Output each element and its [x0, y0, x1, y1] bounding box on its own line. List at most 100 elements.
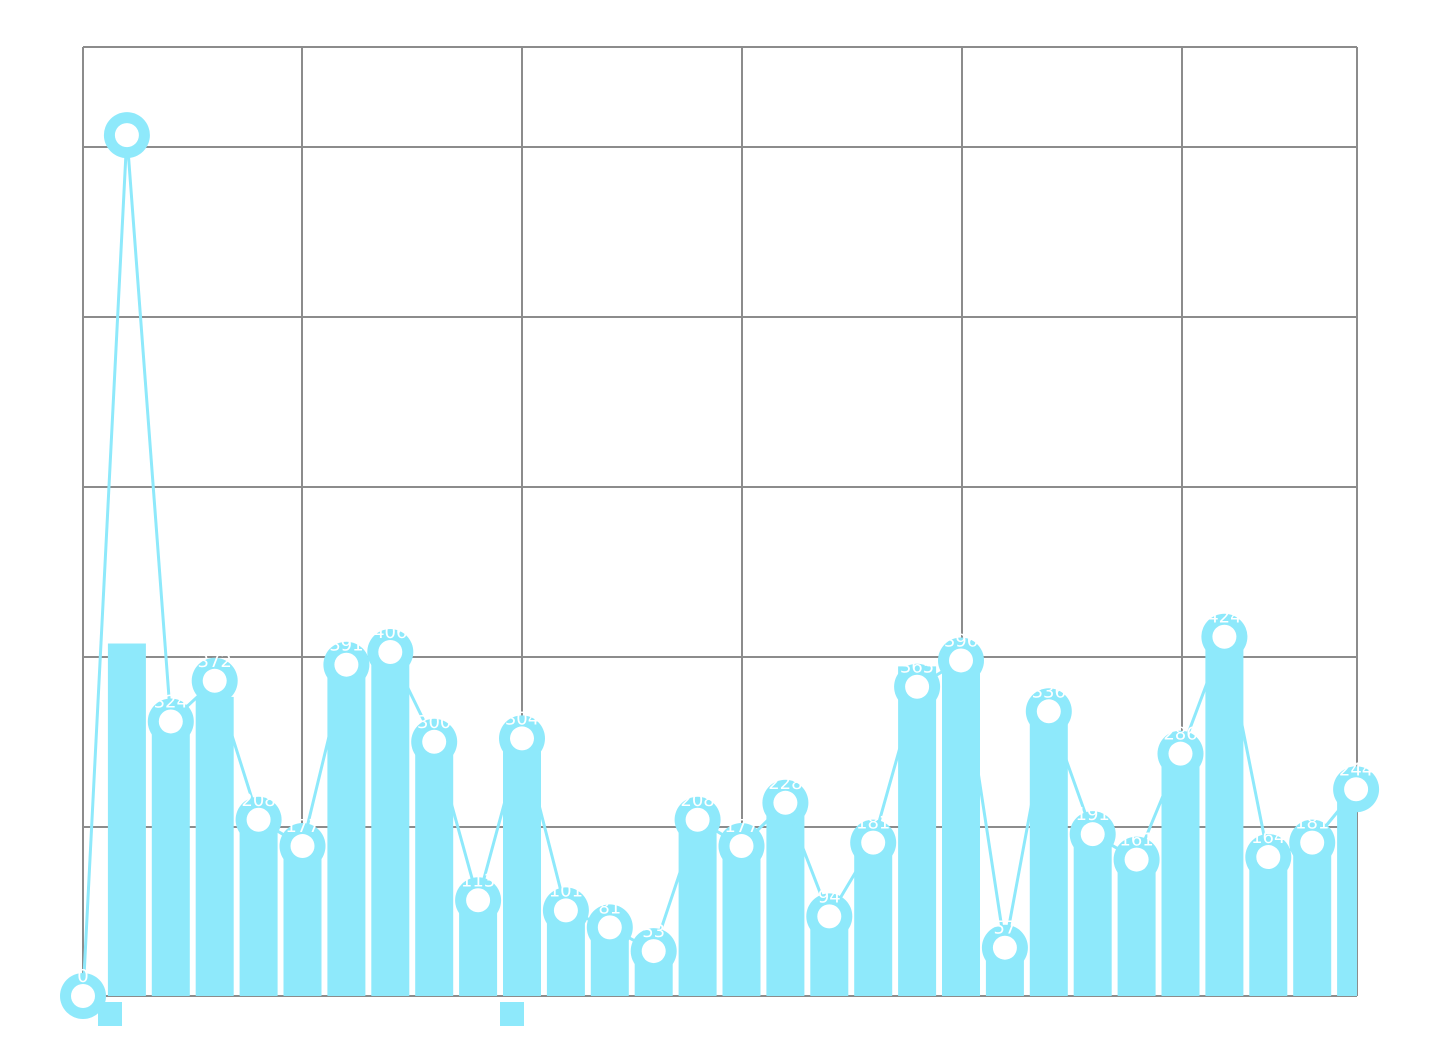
data-point [850, 819, 897, 866]
data-label: 391 [329, 635, 363, 656]
bar [1205, 637, 1244, 996]
data-label: 396 [944, 630, 978, 651]
data-point-center [246, 807, 271, 832]
legend [98, 1002, 524, 1026]
data-point [1245, 834, 1292, 881]
data-label: 113 [461, 870, 495, 891]
data-label: 81 [598, 897, 621, 918]
bar [151, 719, 190, 996]
bar [107, 643, 146, 996]
data-point-center [71, 984, 95, 1008]
data-label: 304 [505, 708, 539, 729]
data-point-center [641, 939, 666, 964]
data-point [279, 823, 326, 870]
data-point-center [1212, 624, 1237, 649]
data-point [674, 796, 721, 843]
data-point [147, 698, 194, 745]
data-label: 208 [680, 790, 714, 811]
data-label: 244 [1339, 759, 1373, 780]
data-label: 57 [993, 918, 1016, 939]
bar [1029, 712, 1068, 996]
data-point-center [817, 904, 842, 929]
data-point-center [597, 915, 622, 940]
bar [195, 696, 234, 996]
bar [898, 666, 937, 996]
data-point-center [1036, 699, 1061, 724]
data-point [235, 796, 282, 843]
bar [239, 815, 278, 996]
data-label: 53 [642, 921, 665, 942]
bar [1293, 843, 1332, 996]
data-point [323, 641, 370, 688]
data-labels: 0 324 372 208 177 391 406 300 113 304 101 81 53 208 17… [77, 607, 1373, 987]
data-label: 94 [818, 886, 841, 907]
data-point [455, 877, 502, 924]
data-point-center [510, 726, 534, 751]
data-point [1289, 819, 1336, 866]
data-point [894, 663, 941, 710]
data-point [718, 823, 765, 870]
bar [503, 738, 541, 996]
data-point-center [729, 834, 754, 859]
data-point [1157, 730, 1204, 777]
data-point [630, 928, 677, 975]
data-point [938, 637, 984, 684]
data-label: 228 [768, 773, 802, 794]
bar [678, 816, 717, 996]
data-label: 191 [1076, 804, 1110, 825]
data-label: 164 [1251, 827, 1285, 848]
data-point-center [466, 888, 491, 913]
data-point [1333, 766, 1380, 813]
data-point [542, 887, 589, 934]
data-point-center [773, 790, 798, 815]
data-point-center [553, 898, 578, 923]
data-point-center [992, 935, 1017, 960]
bar [1337, 788, 1357, 996]
data-point-center [861, 830, 886, 855]
data-label: 336 [1032, 681, 1066, 702]
data-point-center [905, 674, 930, 699]
data-point-center [378, 639, 403, 664]
data-point [1025, 688, 1072, 735]
data-point-center [685, 807, 710, 832]
data-point-center [1080, 822, 1105, 847]
bar [1073, 829, 1112, 996]
data-label: 300 [417, 712, 451, 733]
data-label: 324 [154, 691, 188, 712]
data-point [1113, 836, 1160, 883]
data-point [60, 973, 106, 1019]
data-label: 208 [241, 790, 275, 811]
data-label: 372 [198, 651, 232, 672]
data-label: 0 [77, 966, 88, 987]
data-point [762, 779, 809, 826]
data-point-center [1124, 847, 1149, 872]
data-point [367, 628, 414, 675]
data-point [586, 904, 633, 951]
data-label: 177 [285, 816, 319, 837]
legend-swatch-bars [98, 1002, 122, 1026]
data-point-center [202, 668, 227, 693]
data-point-center [1344, 777, 1369, 802]
data-point-center [949, 648, 973, 673]
data-point [981, 924, 1028, 971]
data-point [411, 718, 458, 765]
data-label: 365 [900, 657, 934, 678]
bar [942, 656, 980, 996]
data-point [1069, 811, 1116, 858]
data-point-center [334, 652, 359, 677]
data-label: 181 [856, 813, 890, 834]
data-label: 286 [1163, 724, 1197, 745]
data-label: 101 [549, 880, 583, 901]
bar [415, 740, 454, 996]
data-point [806, 893, 853, 940]
data-point-center [1256, 845, 1281, 870]
data-point [103, 112, 150, 159]
data-label: 406 [373, 622, 407, 643]
data-point-center [422, 729, 447, 754]
data-point-center [1168, 741, 1193, 766]
data-point-center [290, 834, 315, 859]
data-point-center [114, 123, 139, 148]
bar [766, 801, 805, 996]
data-label: 424 [1207, 607, 1241, 628]
